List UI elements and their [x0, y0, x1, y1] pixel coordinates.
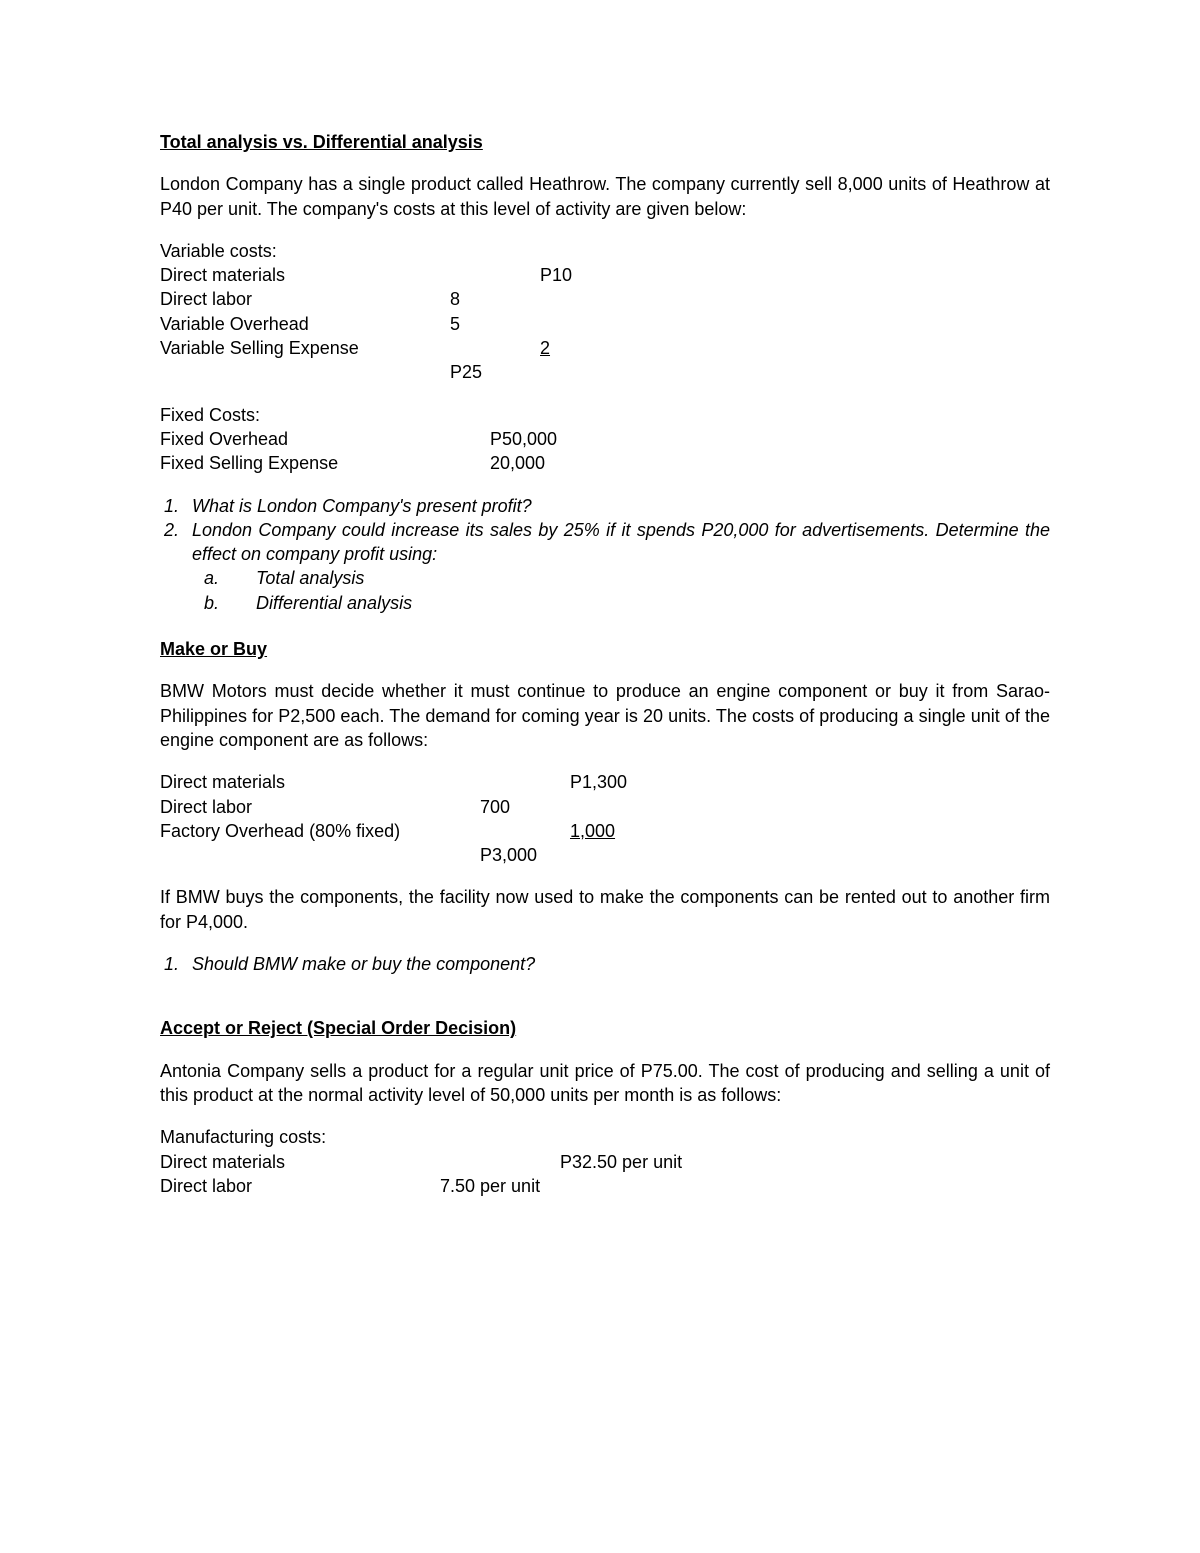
cost-label: Direct labor	[160, 795, 480, 819]
section1-intro: London Company has a single product call…	[160, 172, 1050, 221]
question-number: 1.	[160, 494, 192, 518]
cost-value: 8	[450, 287, 540, 311]
fixed-row: Fixed Overhead P50,000	[160, 427, 1050, 451]
question-text: London Company could increase its sales …	[192, 518, 1050, 567]
cost-value	[450, 263, 540, 287]
cost-value: P1,300	[570, 770, 690, 794]
sub-question-letter: b.	[160, 591, 204, 615]
cost-label: Variable Overhead	[160, 312, 450, 336]
cost-value: P10	[540, 263, 660, 287]
section2-questions: 1. Should BMW make or buy the component?	[160, 952, 1050, 976]
cost-row: Variable Selling Expense 2	[160, 336, 1050, 360]
sub-question-item: b. Differential analysis	[160, 591, 1050, 615]
cost-value	[570, 843, 690, 867]
cost-value	[480, 770, 570, 794]
section2-intro: BMW Motors must decide whether it must c…	[160, 679, 1050, 752]
variable-costs-block: Variable costs: Direct materials P10 Dir…	[160, 239, 1050, 385]
cost-label: Direct materials	[160, 770, 480, 794]
fixed-label: Fixed Overhead	[160, 427, 490, 451]
question-text: Should BMW make or buy the component?	[192, 952, 1050, 976]
fixed-costs-header: Fixed Costs:	[160, 403, 490, 427]
sub-question-item: a. Total analysis	[160, 566, 1050, 590]
cost-label: Direct labor	[160, 1174, 440, 1198]
cost-value	[540, 312, 660, 336]
cost-label	[160, 360, 450, 384]
question-item: 1. Should BMW make or buy the component?	[160, 952, 1050, 976]
variable-costs-header: Variable costs:	[160, 239, 450, 263]
sub-question-text: Total analysis	[204, 566, 364, 590]
cost-value	[540, 287, 660, 311]
question-text: What is London Company's present profit?	[192, 494, 1050, 518]
sub-question-text: Differential analysis	[204, 591, 412, 615]
cost-total: P25	[450, 360, 540, 384]
cost-row: Factory Overhead (80% fixed) 1,000	[160, 819, 1050, 843]
cost-value	[440, 1150, 560, 1174]
cost-row: Direct materials P32.50 per unit	[160, 1150, 1050, 1174]
cost-value: 1,000	[570, 819, 690, 843]
section3-intro: Antonia Company sells a product for a re…	[160, 1059, 1050, 1108]
cost-value	[570, 795, 690, 819]
cost-value	[450, 336, 540, 360]
section1-heading: Total analysis vs. Differential analysis	[160, 130, 1050, 154]
section1-questions: 1. What is London Company's present prof…	[160, 494, 1050, 615]
cost-value: 7.50 per unit	[440, 1174, 640, 1198]
cost-value: 2	[540, 336, 660, 360]
mfg-costs-header: Manufacturing costs:	[160, 1125, 490, 1149]
cost-value: 5	[450, 312, 540, 336]
cost-label: Variable Selling Expense	[160, 336, 450, 360]
cost-row: Direct labor 7.50 per unit	[160, 1174, 1050, 1198]
cost-value	[640, 1174, 1050, 1198]
section2-heading: Make or Buy	[160, 637, 1050, 661]
cost-value	[540, 360, 660, 384]
cost-value	[480, 819, 570, 843]
fixed-value: 20,000	[490, 451, 610, 475]
sub-question-letter: a.	[160, 566, 204, 590]
question-number: 1.	[160, 952, 192, 976]
fixed-value: P50,000	[490, 427, 610, 451]
fixed-row: Fixed Selling Expense 20,000	[160, 451, 1050, 475]
cost-label	[160, 843, 480, 867]
question-number: 2.	[160, 518, 192, 567]
cost-value: P32.50 per unit	[560, 1150, 1050, 1174]
cost-row: Direct materials P10	[160, 263, 1050, 287]
cost-row: Variable Overhead 5	[160, 312, 1050, 336]
cost-row: Direct labor 700	[160, 795, 1050, 819]
cost-row-total: P25	[160, 360, 1050, 384]
cost-label: Direct materials	[160, 263, 450, 287]
make-buy-costs-block: Direct materials P1,300 Direct labor 700…	[160, 770, 1050, 867]
cost-label: Factory Overhead (80% fixed)	[160, 819, 480, 843]
cost-row: Direct labor 8	[160, 287, 1050, 311]
question-item: 1. What is London Company's present prof…	[160, 494, 1050, 518]
fixed-label: Fixed Selling Expense	[160, 451, 490, 475]
mfg-costs-block: Manufacturing costs: Direct materials P3…	[160, 1125, 1050, 1198]
cost-total: P3,000	[480, 843, 570, 867]
cost-row: Direct materials P1,300	[160, 770, 1050, 794]
cost-label: Direct labor	[160, 287, 450, 311]
cost-value: 700	[480, 795, 570, 819]
section2-para2: If BMW buys the components, the facility…	[160, 885, 1050, 934]
document-page: Total analysis vs. Differential analysis…	[0, 0, 1200, 1553]
question-item: 2. London Company could increase its sal…	[160, 518, 1050, 567]
fixed-costs-block: Fixed Costs: Fixed Overhead P50,000 Fixe…	[160, 403, 1050, 476]
cost-row-total: P3,000	[160, 843, 1050, 867]
section3-heading: Accept or Reject (Special Order Decision…	[160, 1016, 1050, 1040]
cost-label: Direct materials	[160, 1150, 440, 1174]
